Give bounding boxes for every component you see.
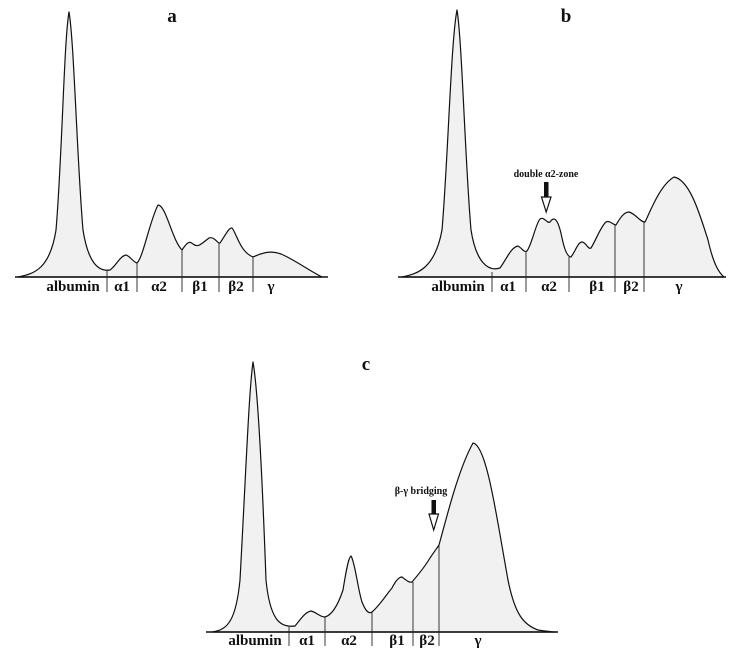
panel-c-label-alpha2: α2 bbox=[341, 633, 357, 649]
panel-b-label-alpha1: α1 bbox=[500, 279, 516, 295]
panel-c-letter: c bbox=[362, 354, 370, 375]
panel-c-label-beta1: β1 bbox=[389, 633, 404, 649]
panel-c: c albumin α1 α2 β1 β2 γ β-γ bridging bbox=[206, 354, 558, 649]
panel-c-label-beta2: β2 bbox=[419, 633, 434, 649]
panel-a-label-gamma: γ bbox=[266, 279, 274, 295]
panel-a: a albumin α1 α2 β1 β2 γ bbox=[15, 6, 328, 295]
panel-a-curve bbox=[17, 11, 323, 278]
panel-b-label-albumin: albumin bbox=[431, 279, 485, 295]
panel-c-annotation: β-γ bridging bbox=[395, 486, 447, 497]
panel-b-label-beta2: β2 bbox=[623, 279, 638, 295]
panel-b-label-alpha2: α2 bbox=[541, 279, 557, 295]
panel-b-letter: b bbox=[561, 6, 572, 27]
panel-c-label-albumin: albumin bbox=[228, 633, 282, 649]
panel-c-curve bbox=[211, 361, 557, 633]
panel-a-label-alpha1: α1 bbox=[114, 279, 130, 295]
panel-a-label-beta1: β1 bbox=[192, 279, 207, 295]
panel-b: b albumin α1 α2 β1 β2 γ double α2-zone bbox=[398, 6, 726, 295]
panel-b-label-beta1: β1 bbox=[589, 279, 604, 295]
panel-b-label-gamma: γ bbox=[674, 279, 682, 295]
panel-b-curve bbox=[401, 9, 725, 278]
panel-a-label-alpha2: α2 bbox=[151, 279, 167, 295]
panel-c-label-gamma: γ bbox=[473, 633, 481, 649]
panel-c-label-alpha1: α1 bbox=[299, 633, 315, 649]
panel-a-label-beta2: β2 bbox=[228, 279, 243, 295]
panel-c-arrow-icon bbox=[428, 500, 440, 533]
panel-b-annotation: double α2-zone bbox=[514, 169, 579, 180]
panel-b-arrow-icon bbox=[540, 182, 552, 214]
panel-a-label-albumin: albumin bbox=[46, 279, 100, 295]
panel-a-letter: a bbox=[167, 6, 177, 27]
